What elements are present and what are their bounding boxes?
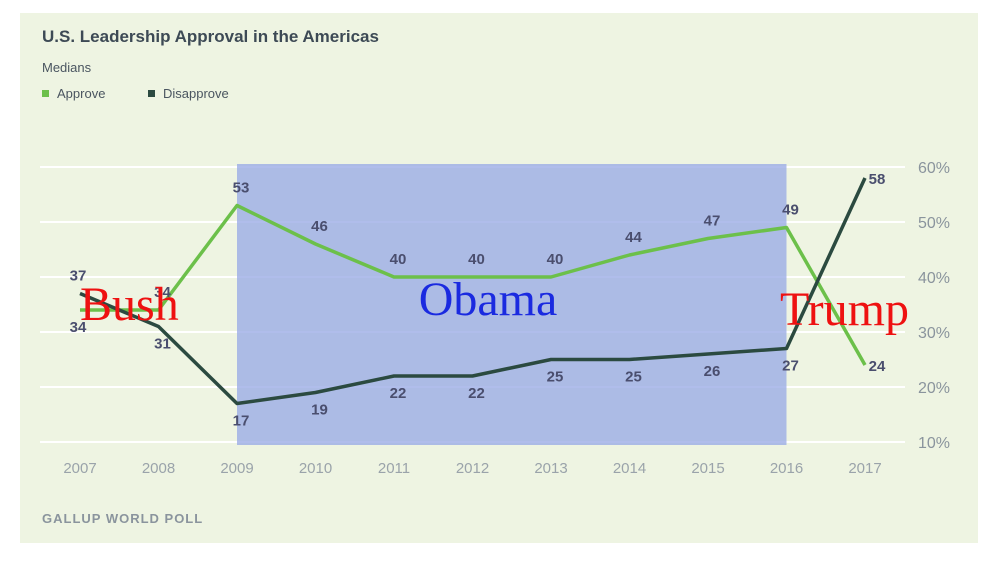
legend-swatch-disapprove (148, 90, 155, 97)
legend-swatch-approve (42, 90, 49, 97)
x-tick-label: 2013 (534, 460, 567, 477)
chart-subtitle: Medians (42, 60, 92, 75)
x-tick-label: 2015 (691, 460, 724, 477)
y-tick-label: 20% (918, 380, 950, 397)
legend-item-approve: Approve (42, 86, 105, 101)
data-label: 40 (468, 251, 485, 268)
data-label: 27 (782, 358, 799, 375)
x-tick-label: 2017 (848, 460, 881, 477)
x-tick-label: 2014 (613, 460, 646, 477)
x-tick-label: 2007 (63, 460, 96, 477)
x-tick-label: 2010 (299, 460, 332, 477)
data-label: 24 (869, 358, 886, 375)
annotation-bush: Bush (80, 278, 179, 331)
highlight-band (237, 164, 787, 445)
y-tick-label: 60% (918, 160, 950, 177)
data-label: 47 (704, 213, 721, 230)
source-note: GALLUP WORLD POLL (42, 511, 204, 526)
data-label: 53 (233, 180, 250, 197)
data-label: 26 (704, 363, 721, 380)
data-label: 25 (547, 369, 564, 386)
data-label: 40 (547, 251, 564, 268)
data-label: 46 (311, 218, 328, 235)
data-label: 22 (468, 385, 485, 402)
x-tick-label: 2009 (220, 460, 253, 477)
y-tick-label: 40% (918, 270, 950, 287)
legend-item-disapprove: Disapprove (148, 86, 229, 101)
y-tick-label: 50% (918, 215, 950, 232)
data-label: 49 (782, 202, 799, 219)
data-label: 25 (625, 369, 642, 386)
data-label: 40 (390, 251, 407, 268)
legend-label-approve: Approve (57, 86, 106, 101)
data-label: 58 (869, 171, 886, 188)
x-tick-label: 2008 (142, 460, 175, 477)
chart-title: U.S. Leadership Approval in the Americas (42, 27, 379, 46)
legend-label-disapprove: Disapprove (163, 86, 229, 101)
data-label: 44 (625, 229, 642, 246)
data-label: 19 (311, 402, 328, 419)
y-tick-label: 10% (918, 435, 950, 452)
annotation-obama: Obama (419, 273, 558, 326)
data-label: 37 (70, 268, 87, 285)
data-label: 17 (233, 413, 250, 430)
data-label: 34 (154, 284, 171, 301)
x-tick-label: 2016 (770, 460, 803, 477)
y-tick-label: 30% (918, 325, 950, 342)
data-label: 22 (390, 385, 407, 402)
data-label: 34 (70, 319, 87, 336)
data-label: 31 (154, 336, 171, 353)
x-tick-label: 2012 (456, 460, 489, 477)
x-tick-label: 2011 (378, 460, 410, 477)
annotation-trump: Trump (780, 283, 909, 336)
